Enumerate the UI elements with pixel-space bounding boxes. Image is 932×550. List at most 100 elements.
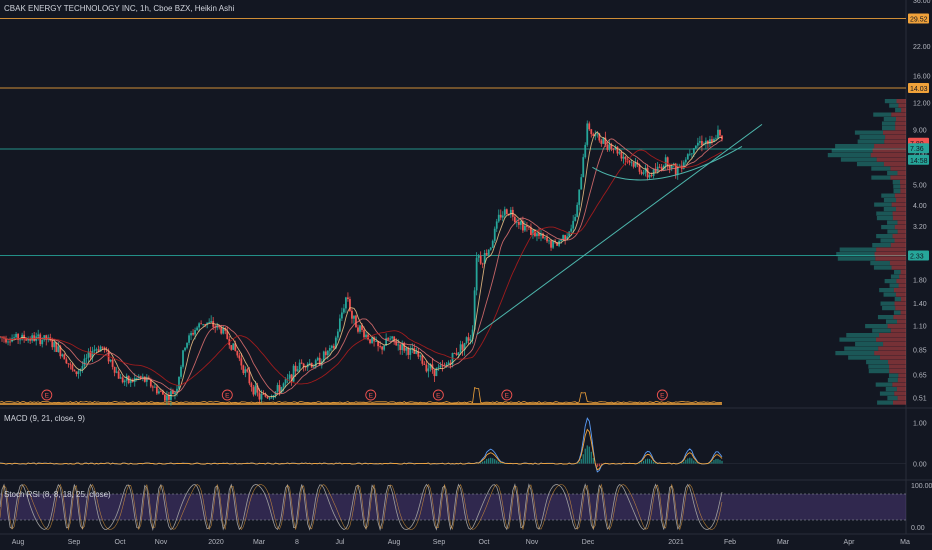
- time-tick-label: Aug: [388, 539, 401, 546]
- stoch-rsi-pane[interactable]: [0, 483, 723, 531]
- macd-histogram-bar: [653, 462, 655, 464]
- price-tick-label: 22.00: [913, 44, 931, 51]
- candle-body: [542, 233, 544, 239]
- candle-body: [509, 209, 512, 215]
- candle-body: [220, 327, 223, 334]
- candle-body: [678, 165, 681, 167]
- macd-pane[interactable]: [0, 417, 906, 473]
- trendlines[interactable]: [476, 123, 763, 335]
- candle-body: [328, 347, 331, 351]
- candle-body: [71, 364, 74, 370]
- candle-body: [326, 350, 329, 356]
- earnings-label: E: [45, 393, 50, 400]
- candle-body: [375, 341, 377, 342]
- volume-profile-bar: [875, 256, 906, 261]
- volume-profile-bar: [898, 283, 906, 288]
- candle-body: [489, 247, 492, 250]
- time-tick-label: Dec: [582, 539, 595, 546]
- candle-body: [334, 337, 337, 349]
- candle-body: [606, 144, 609, 150]
- price-badge: 29.52: [908, 13, 929, 24]
- candle-body: [646, 167, 649, 178]
- candle-body: [85, 357, 88, 359]
- candle-body: [59, 346, 62, 357]
- volume-profile-bar: [880, 238, 895, 243]
- candle-body: [298, 362, 301, 370]
- candle-body: [361, 325, 363, 330]
- volume-profile-bar: [875, 382, 893, 387]
- candle-body: [674, 163, 677, 175]
- volume-profile-bar: [883, 207, 897, 212]
- macd-histogram-bar: [721, 460, 723, 464]
- volume-profile-bar: [896, 198, 906, 203]
- volume-profile-bar: [846, 333, 880, 338]
- macd-histogram-bar: [651, 460, 653, 464]
- candle-body: [357, 327, 359, 332]
- volume-profile-bar: [855, 342, 884, 347]
- volume-line: [0, 387, 723, 404]
- earnings-circle: [365, 389, 377, 401]
- candle-body: [117, 371, 120, 379]
- volume-profile-bar: [859, 135, 886, 140]
- candle-body: [141, 376, 144, 378]
- macd-histogram-bar: [691, 458, 693, 464]
- stoch-tick-label: 0.00: [911, 525, 925, 532]
- candle-body: [77, 371, 80, 374]
- candle-body: [566, 236, 569, 240]
- candle-body: [369, 339, 371, 344]
- volume-profile-bar: [893, 310, 901, 315]
- macd-histogram-bar: [492, 458, 494, 464]
- candle-body: [407, 347, 410, 355]
- earnings-label: E: [436, 393, 441, 400]
- candle-body: [25, 339, 28, 341]
- candle-body: [698, 141, 701, 143]
- candle-body: [564, 235, 567, 240]
- candle-body: [294, 365, 297, 372]
- volume-profile-bar: [896, 99, 906, 104]
- candle-body: [429, 364, 432, 369]
- candle-body: [266, 396, 269, 399]
- price-badge-label: 29.52: [910, 17, 928, 24]
- volume-profile-bar: [866, 360, 889, 365]
- candle-body: [270, 397, 273, 399]
- stoch-rsi-legend[interactable]: Stoch RSI (8, 8, 18, 25, close): [4, 490, 111, 499]
- macd-histogram-bar: [580, 459, 582, 464]
- earnings-circle: [221, 389, 233, 401]
- price-badge-label: 2.33: [910, 254, 924, 261]
- candles[interactable]: [0, 120, 723, 406]
- volume-profile-bar: [883, 342, 906, 347]
- candle-body: [528, 226, 530, 228]
- time-axis[interactable]: Aug Sep Oct Nov 2020 Mar 8 Jul Aug Sep Oct Nov Dec 20…: [12, 539, 910, 546]
- candle-body: [670, 164, 673, 169]
- candle-body: [465, 337, 468, 343]
- macd-histogram-bar: [683, 461, 685, 464]
- earnings-marker: E: [656, 389, 668, 401]
- volume-profile-bar: [895, 306, 906, 311]
- candle-body: [204, 324, 207, 325]
- candle-body: [349, 299, 351, 311]
- candle-body: [622, 156, 625, 159]
- earnings-marker: E: [221, 389, 233, 401]
- price-badge-bg: [908, 143, 929, 154]
- macd-histogram-bar: [655, 462, 657, 464]
- time-tick-label: Oct: [479, 539, 490, 546]
- candle-body: [75, 371, 78, 374]
- volume-profile-bar: [865, 324, 888, 329]
- horizontal-levels[interactable]: [0, 18, 906, 405]
- candle-body: [401, 342, 404, 350]
- volume-profile-bar: [901, 108, 906, 113]
- price-axis[interactable]: 36.00 22.00 16.00 12.00 9.00 7.00 5.00 4.00 3.20…: [908, 0, 932, 532]
- volume-profile-bar: [900, 270, 906, 275]
- volume-profile-bar: [877, 315, 894, 320]
- price-badge-bg: [908, 82, 929, 93]
- moving-average-line: [0, 149, 723, 386]
- candle-body: [43, 335, 46, 341]
- candle-body: [556, 242, 558, 246]
- symbol-legend[interactable]: CBAK ENERGY TECHNOLOGY INC, 1h, Cboe BZX…: [4, 4, 235, 13]
- candle-body: [560, 239, 563, 242]
- macd-legend[interactable]: MACD (9, 21, close, 9): [4, 414, 85, 423]
- candle-body: [614, 146, 617, 150]
- candle-body: [469, 339, 472, 341]
